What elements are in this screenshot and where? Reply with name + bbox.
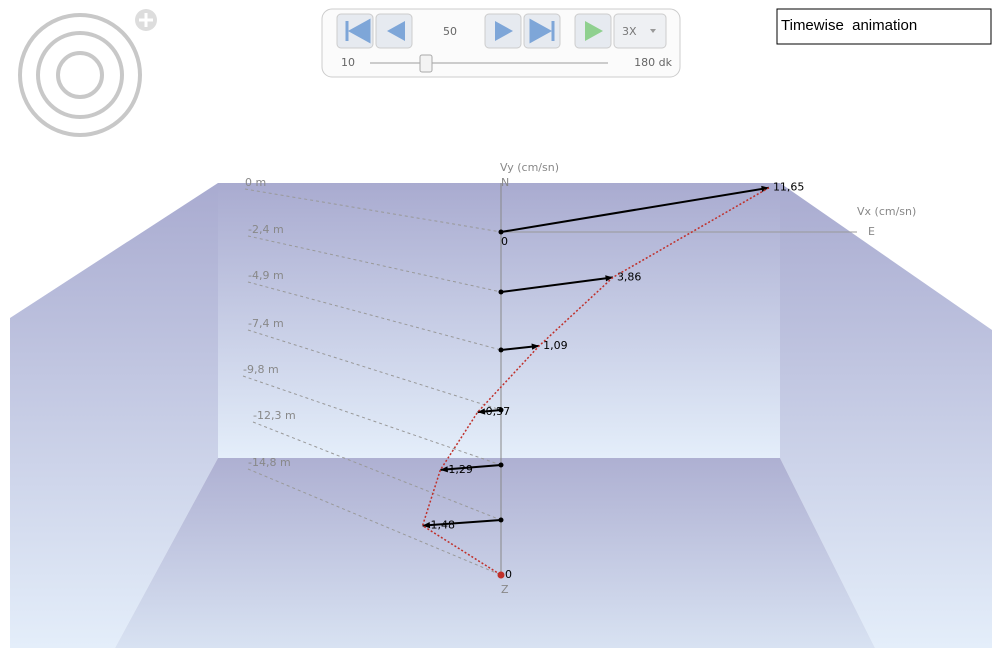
depth-label: -4,9 m (248, 269, 284, 282)
vector (440, 464, 502, 471)
plot: Vy (cm/sn) N Vx (cm/sn) E Z 0 0 m -2,4 m -4,9 m -… (242, 161, 916, 596)
value-label: 1,09 (543, 339, 568, 352)
z-label: Z (501, 583, 509, 596)
arrow-head (440, 466, 448, 473)
depth-guide (247, 235, 502, 293)
arrow-head (477, 408, 486, 415)
depth-guide (247, 468, 502, 576)
depth-label: -14,8 m (248, 456, 291, 469)
frame-value: 50 (443, 25, 457, 38)
value-label: -1,48 (427, 519, 455, 532)
value-label: 11,65 (773, 181, 805, 194)
vector (422, 519, 502, 527)
east-label: E (868, 225, 875, 238)
arrow-head (422, 521, 431, 529)
mode-box (776, 8, 992, 45)
mode-label: Timewise animation (781, 17, 917, 34)
slider-thumb[interactable] (419, 54, 433, 73)
next-button[interactable] (484, 13, 522, 49)
speed: 3X (622, 25, 637, 38)
prev-button[interactable] (375, 13, 413, 49)
depth-guide (244, 188, 502, 233)
vector-origin (498, 289, 504, 295)
arrow-head (761, 185, 769, 193)
value-label: -1,29 (444, 463, 472, 476)
value-label: -0,57 (482, 405, 510, 418)
depth-label: -12,3 m (253, 409, 296, 422)
vector-origin (498, 517, 504, 523)
play-button[interactable] (574, 13, 612, 49)
north-label: N (501, 176, 509, 189)
depth-label: -9,8 m (243, 363, 279, 376)
value-label: 0 (505, 568, 512, 581)
vector-origin (498, 229, 504, 235)
first-button[interactable] (336, 13, 374, 49)
control-panel: 50 3X 10 180 dk (321, 8, 681, 78)
depth-label: -2,4 m (248, 223, 284, 236)
vector (500, 276, 614, 293)
vector (497, 571, 505, 579)
vector-origin (498, 347, 504, 353)
logo[interactable] (18, 9, 157, 137)
depth-guide (247, 329, 502, 411)
slider-min: 10 (341, 56, 355, 69)
speed-select[interactable] (613, 13, 667, 49)
value-label: 3,86 (617, 270, 642, 283)
vector-origin (498, 407, 504, 413)
vector (500, 186, 770, 233)
arrow-head (531, 343, 540, 350)
slider-max: 180 dk (634, 56, 672, 69)
origin-label: 0 (501, 235, 508, 248)
last-button[interactable] (523, 13, 561, 49)
y-axis-label: Vy (cm/sn) (500, 161, 559, 174)
box (10, 183, 992, 648)
depth-label: 0 m (245, 176, 266, 189)
depth-label: -7,4 m (248, 317, 284, 330)
arrow-head (605, 275, 613, 282)
depth-guide (247, 281, 502, 351)
x-axis-label: Vx (cm/sn) (857, 205, 916, 218)
depth-guide (252, 421, 502, 521)
vector-origin (498, 462, 504, 468)
